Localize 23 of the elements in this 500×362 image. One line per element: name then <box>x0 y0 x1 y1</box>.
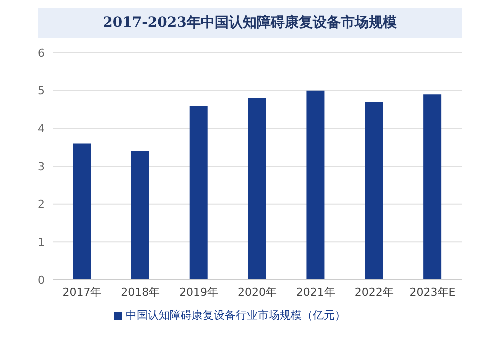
chart-title: 2017-2023年中国认知障碍康复设备市场规模 <box>38 8 462 38</box>
x-tick-label: 2018年 <box>121 286 160 299</box>
x-tick-label: 2023年E <box>410 286 456 299</box>
y-tick-label: 4 <box>38 122 45 136</box>
x-tick-label: 2021年 <box>296 286 336 299</box>
y-tick-label: 3 <box>38 160 45 174</box>
bar <box>306 90 325 280</box>
legend-label: 中国认知障碍康复设备行业市场规模（亿元） <box>126 309 346 322</box>
bar <box>365 102 384 280</box>
x-tick-label: 2017年 <box>62 286 102 299</box>
y-tick-label: 1 <box>38 236 45 250</box>
y-tick-label: 2 <box>38 198 45 212</box>
y-tick-label: 5 <box>38 84 45 98</box>
y-tick-label: 0 <box>38 274 45 287</box>
x-tick-label: 2022年 <box>354 286 394 299</box>
bar <box>424 94 442 280</box>
x-tick-label: 2019年 <box>180 286 219 299</box>
bar <box>131 151 150 280</box>
y-tick-label: 6 <box>38 46 45 60</box>
bar <box>190 106 208 280</box>
bar <box>248 98 266 280</box>
bar <box>73 144 91 280</box>
x-tick-label: 2020年 <box>238 286 277 299</box>
